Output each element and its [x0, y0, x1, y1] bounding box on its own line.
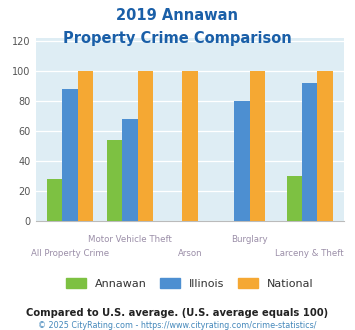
Bar: [107, 140, 122, 221]
Bar: [302, 83, 317, 221]
Bar: [250, 71, 265, 221]
Bar: [122, 119, 138, 221]
Bar: [317, 71, 333, 221]
Text: Arson: Arson: [178, 249, 202, 258]
Bar: [287, 176, 302, 221]
Bar: [78, 71, 93, 221]
Text: Larceny & Theft: Larceny & Theft: [275, 249, 344, 258]
Bar: [62, 89, 78, 221]
Bar: [138, 71, 153, 221]
Text: Compared to U.S. average. (U.S. average equals 100): Compared to U.S. average. (U.S. average …: [26, 308, 329, 317]
Text: © 2025 CityRating.com - https://www.cityrating.com/crime-statistics/: © 2025 CityRating.com - https://www.city…: [38, 321, 317, 330]
Text: Property Crime Comparison: Property Crime Comparison: [63, 31, 292, 46]
Text: All Property Crime: All Property Crime: [31, 249, 109, 258]
Text: Motor Vehicle Theft: Motor Vehicle Theft: [88, 235, 172, 244]
Bar: [182, 71, 198, 221]
Text: Burglary: Burglary: [231, 235, 268, 244]
Bar: [47, 179, 62, 221]
Legend: Annawan, Illinois, National: Annawan, Illinois, National: [63, 275, 317, 292]
Text: 2019 Annawan: 2019 Annawan: [116, 8, 239, 23]
Bar: [235, 101, 250, 221]
